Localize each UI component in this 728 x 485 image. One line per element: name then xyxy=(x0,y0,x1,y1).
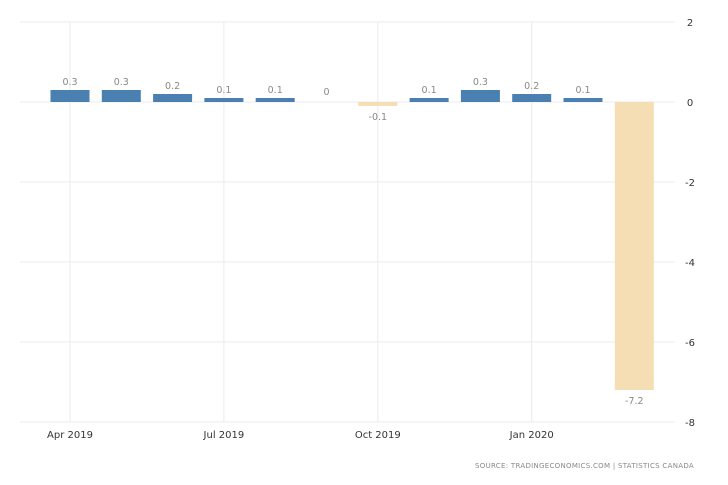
data-label: 0.2 xyxy=(165,81,180,92)
x-axis: Apr 2019 Jul 2019 Oct 2019 Jan 2020 xyxy=(47,430,554,441)
bar xyxy=(614,102,654,390)
bar xyxy=(255,98,295,102)
y-tick-label: -4 xyxy=(685,258,695,269)
data-label: 0.3 xyxy=(62,77,77,88)
bar xyxy=(460,90,500,102)
data-label: 0.3 xyxy=(114,77,129,88)
bar xyxy=(153,94,193,102)
data-label: 0 xyxy=(323,87,329,98)
bar xyxy=(409,98,449,102)
bar xyxy=(204,98,244,102)
y-tick-label: 0 xyxy=(687,98,693,109)
y-tick-label: -2 xyxy=(685,178,695,189)
y-tick-label: -6 xyxy=(685,338,695,349)
y-tick-label: 2 xyxy=(687,18,693,29)
data-label: -7.2 xyxy=(625,396,644,407)
y-axis: 2 0 -2 -4 -6 -8 xyxy=(685,18,695,429)
data-labels: 0.3 0.3 0.2 0.1 0.1 0 -0.1 0.1 0.3 0.2 0.1 -7.2 xyxy=(62,77,643,407)
data-label: 0.1 xyxy=(268,85,283,96)
source-credit: SOURCE: TRADINGECONOMICS.COM | STATISTIC… xyxy=(475,462,694,470)
data-label: 0.1 xyxy=(422,85,437,96)
x-tick-label: Oct 2019 xyxy=(355,430,401,441)
x-tick-label: Jan 2020 xyxy=(509,430,554,441)
x-tick-label: Apr 2019 xyxy=(47,430,93,441)
y-tick-label: -8 xyxy=(685,418,695,429)
data-label: 0.2 xyxy=(524,81,539,92)
bar xyxy=(358,102,398,106)
data-label: 0.1 xyxy=(575,85,590,96)
data-label: 0.1 xyxy=(216,85,231,96)
bar xyxy=(50,90,90,102)
bar xyxy=(563,98,603,102)
bars xyxy=(50,90,654,390)
bar xyxy=(101,90,141,102)
x-tick-label: Jul 2019 xyxy=(203,430,245,441)
data-label: 0.3 xyxy=(473,77,488,88)
bar xyxy=(512,94,552,102)
data-label: -0.1 xyxy=(369,112,388,123)
